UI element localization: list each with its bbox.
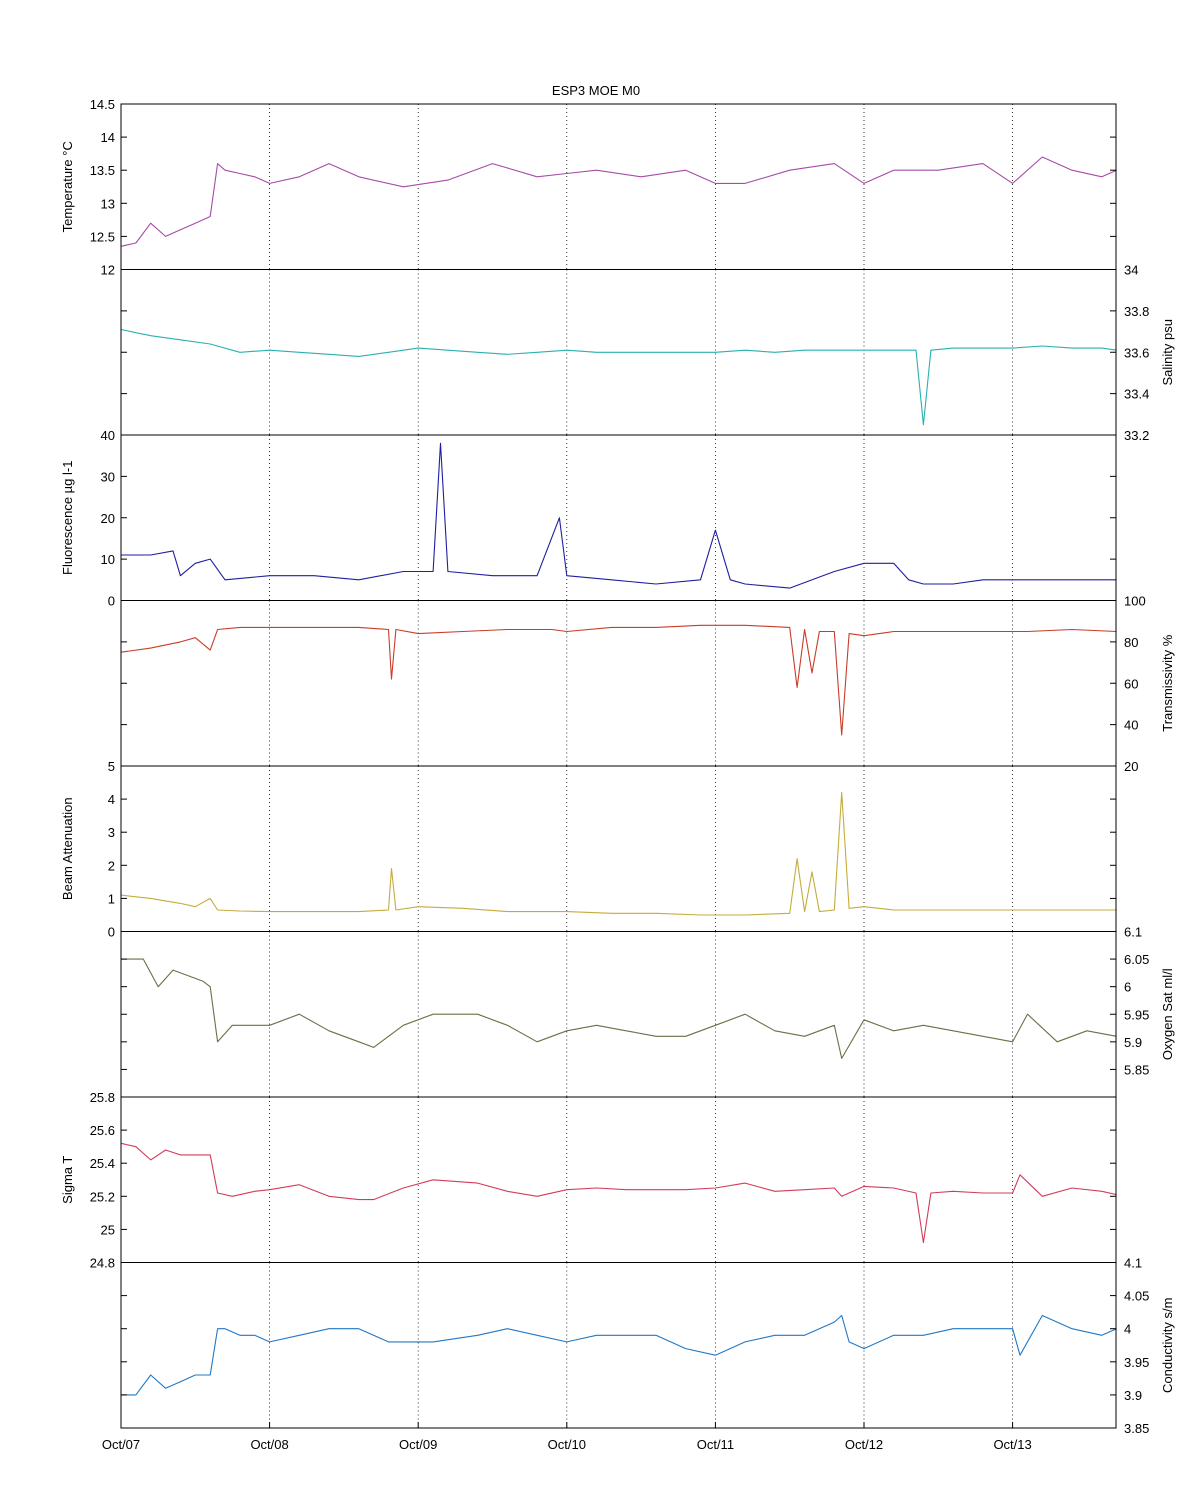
- panel-2: 0 10 20 30 40 Fluorescence µg l-1: [60, 428, 1117, 609]
- y-tick-label: 14: [101, 130, 115, 145]
- y-tick-label: 20: [101, 511, 115, 526]
- y-tick-label: 33.8: [1124, 304, 1149, 319]
- chart-title: ESP3 MOE M0: [552, 83, 640, 98]
- x-tick-label: Oct/08: [250, 1437, 288, 1452]
- panel-4: 0 1 2 3 4 5 Beam Attenuation: [60, 759, 1117, 940]
- x-tick-label: Oct/07: [102, 1437, 140, 1452]
- y-tick-label: 33.4: [1124, 387, 1149, 402]
- y-tick-label: 3.9: [1124, 1388, 1142, 1403]
- y-tick-label: 4: [108, 792, 115, 807]
- series-line: [121, 958, 1117, 1059]
- series-line: [121, 442, 1117, 589]
- y-tick-label: 40: [1124, 718, 1138, 733]
- y-tick-label: 1: [108, 891, 115, 906]
- y-tick-label: 12.5: [90, 229, 115, 244]
- y-tick-label: 33.6: [1124, 345, 1149, 360]
- series-line: [120, 1142, 1117, 1244]
- y-tick-label: 24.8: [90, 1256, 115, 1271]
- series-line: [120, 328, 1117, 426]
- y-tick-label: 12: [101, 263, 115, 278]
- y-tick-label: 6: [1124, 980, 1131, 995]
- y-tick-label: 2: [108, 858, 115, 873]
- y-tick-label: 6.05: [1124, 952, 1149, 967]
- panel-frame: [120, 103, 1117, 270]
- y-axis-label: Sigma T: [60, 1156, 75, 1204]
- x-tick-label: Oct/11: [697, 1437, 734, 1452]
- y-tick-label: 0: [108, 925, 115, 940]
- panel-3: 20 40 60 80 100 Transmissivity %: [120, 594, 1175, 774]
- y-tick-label: 6.1: [1124, 925, 1142, 940]
- y-tick-label: 25: [101, 1222, 115, 1237]
- y-tick-label: 40: [101, 428, 115, 443]
- y-tick-label: 4.05: [1124, 1289, 1149, 1304]
- y-tick-label: 13.5: [90, 163, 115, 178]
- panel-frame: [120, 1262, 1117, 1429]
- y-tick-label: 4.1: [1124, 1256, 1142, 1271]
- y-axis-label: Beam Attenuation: [60, 797, 75, 900]
- panel-7: 3.85 3.9 3.95 4 4.05 4.1 Conductivity s/m: [120, 1256, 1175, 1436]
- panel-frame: [120, 931, 1117, 1098]
- series-line: [120, 624, 1117, 736]
- series-line: [120, 156, 1117, 247]
- panel-0: 12 12.5 13 13.5 14 14.5 Temperature °C: [60, 97, 1117, 278]
- y-tick-label: 3.85: [1124, 1421, 1149, 1436]
- y-axis-label: Transmissivity %: [1160, 634, 1175, 731]
- y-tick-label: 30: [101, 469, 115, 484]
- y-tick-label: 5.9: [1124, 1035, 1142, 1050]
- x-tick-label: Oct/12: [845, 1437, 883, 1452]
- x-axis: Oct/07 Oct/08 Oct/09 Oct/10 Oct/11 Oct/12 Oct/…: [102, 1422, 1032, 1452]
- y-tick-label: 5.95: [1124, 1007, 1149, 1022]
- y-tick-label: 20: [1124, 759, 1138, 774]
- x-tick-label: Oct/10: [548, 1437, 586, 1452]
- y-tick-label: 13: [101, 196, 115, 211]
- y-axis-label: Temperature °C: [60, 141, 75, 232]
- y-tick-label: 3: [108, 825, 115, 840]
- panel-1: 33.2 33.4 33.6 33.8 34 Salinity psu: [120, 263, 1175, 443]
- y-tick-label: 25.6: [90, 1123, 115, 1138]
- panel-frame: [120, 1096, 1117, 1263]
- y-tick-label: 25.2: [90, 1189, 115, 1204]
- y-tick-label: 33.2: [1124, 428, 1149, 443]
- y-tick-label: 0: [108, 594, 115, 609]
- y-tick-label: 25.8: [90, 1090, 115, 1105]
- y-axis-label: Conductivity s/m: [1160, 1298, 1175, 1393]
- y-tick-label: 34: [1124, 263, 1138, 278]
- panel-5: 5.85 5.9 5.95 6 6.05 6.1 Oxygen Sat ml/l: [120, 925, 1175, 1098]
- y-tick-label: 5: [108, 759, 115, 774]
- y-axis-label: Oxygen Sat ml/l: [1160, 968, 1175, 1060]
- y-tick-label: 100: [1124, 594, 1146, 609]
- y-tick-label: 25.4: [90, 1156, 115, 1171]
- y-tick-label: 5.85: [1124, 1062, 1149, 1077]
- y-tick-label: 3.95: [1124, 1355, 1149, 1370]
- y-axis-label: Fluorescence µg l-1: [60, 461, 75, 575]
- x-tick-label: Oct/09: [399, 1437, 437, 1452]
- series-line: [121, 1314, 1117, 1396]
- y-tick-label: 4: [1124, 1322, 1131, 1337]
- y-tick-label: 60: [1124, 676, 1138, 691]
- y-tick-label: 14.5: [90, 97, 115, 112]
- series-line: [120, 791, 1117, 916]
- y-tick-label: 80: [1124, 635, 1138, 650]
- x-tick-label: Oct/13: [993, 1437, 1031, 1452]
- y-axis-label: Salinity psu: [1160, 319, 1175, 385]
- panel-6: 24.8 25 25.2 25.4 25.6 25.8 Sigma T: [60, 1090, 1117, 1271]
- panel-frame: [120, 765, 1117, 932]
- panel-frame: [120, 600, 1117, 767]
- y-tick-label: 10: [101, 552, 115, 567]
